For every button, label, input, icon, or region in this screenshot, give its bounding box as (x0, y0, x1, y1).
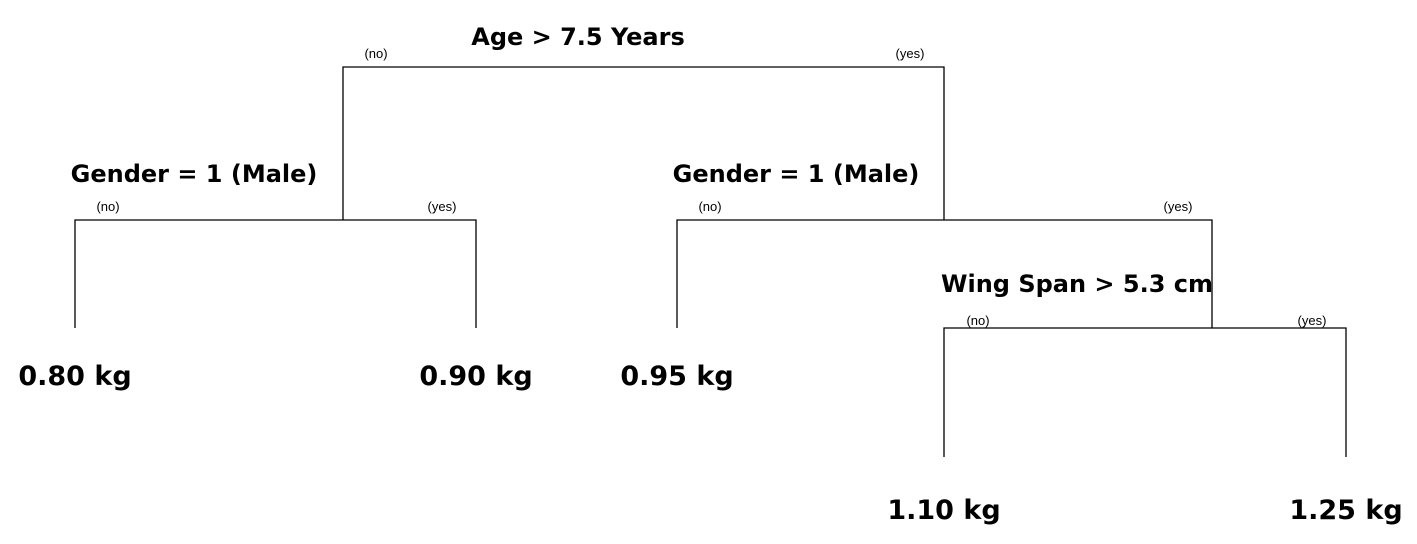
left-split-label: Gender = 1 (Male) (71, 160, 318, 188)
root-no-label: (no) (364, 46, 387, 61)
leaf-left-yes: 0.90 kg (419, 361, 532, 392)
right-no-label: (no) (698, 199, 721, 214)
right-yes-label: (yes) (1164, 199, 1193, 214)
root-node: Age > 7.5 Years (no) (yes) (342, 23, 945, 220)
wingspan-split-label: Wing Span > 5.3 cm (941, 270, 1213, 298)
wingspan-yes-label: (yes) (1298, 313, 1327, 328)
right-node: Gender = 1 (Male) (no) (yes) 0.95 kg (620, 160, 1213, 392)
leaf-wingspan-yes: 1.25 kg (1289, 495, 1402, 526)
wingspan-node: Wing Span > 5.3 cm (no) (yes) 1.10 kg 1.… (887, 270, 1402, 526)
root-yes-label: (yes) (896, 46, 925, 61)
left-no-label: (no) (96, 199, 119, 214)
leaf-left-no: 0.80 kg (18, 361, 131, 392)
leaf-right-no: 0.95 kg (620, 361, 733, 392)
right-connector (676, 219, 1213, 328)
left-connector (74, 219, 477, 328)
left-yes-label: (yes) (428, 199, 457, 214)
root-connector (342, 66, 945, 220)
root-split-label: Age > 7.5 Years (471, 23, 685, 51)
left-node: Gender = 1 (Male) (no) (yes) 0.80 kg 0.9… (18, 160, 532, 392)
leaf-wingspan-no: 1.10 kg (887, 495, 1000, 526)
wingspan-connector (943, 327, 1347, 457)
wingspan-no-label: (no) (966, 313, 989, 328)
right-split-label: Gender = 1 (Male) (673, 160, 920, 188)
